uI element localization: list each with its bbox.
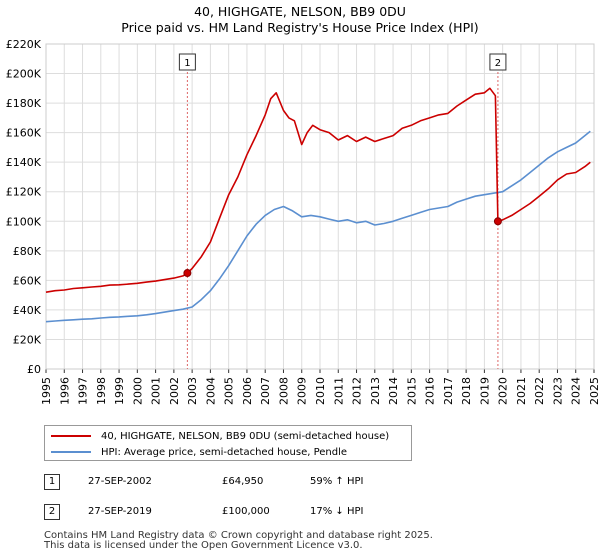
legend-label-property: 40, HIGHGATE, NELSON, BB9 0DU (semi-deta… [101,430,390,442]
chart-title-block: 40, HIGHGATE, NELSON, BB9 0DU Price paid… [0,4,600,36]
chart-legend: 40, HIGHGATE, NELSON, BB9 0DU (semi-deta… [44,425,412,461]
y-tick-label: £80K [13,245,42,258]
footer-license: This data is licensed under the Open Gov… [44,540,363,551]
x-tick-label: 1999 [113,377,126,405]
x-tick-label: 2010 [314,377,327,405]
x-tick-label: 2014 [387,377,400,405]
transaction-point [493,217,502,226]
legend-swatch-hpi [51,451,91,453]
x-tick-label: 2011 [332,377,345,405]
x-tick-label: 2004 [204,377,217,405]
chart-title: 40, HIGHGATE, NELSON, BB9 0DU [194,4,406,19]
x-tick-label: 1995 [40,377,53,405]
transaction-point [183,269,192,278]
y-tick-label: £200K [6,68,42,81]
x-tick-label: 2019 [478,377,491,405]
transaction-hpi-change: 59% ↑ HPI [310,476,364,487]
transaction-hpi-change: 17% ↓ HPI [310,506,364,517]
x-tick-label: 2012 [351,377,364,405]
transaction-number-badge: 2 [44,504,60,520]
transaction-row: 2 27-SEP-2019 £100,000 17% ↓ HPI [44,504,444,522]
y-tick-label: £180K [6,97,42,110]
x-tick-label: 2025 [588,377,600,405]
x-tick-label: 2005 [223,377,236,405]
legend-label-hpi: HPI: Average price, semi-detached house,… [101,446,348,458]
y-tick-label: £100K [6,215,42,228]
property-price-line [45,87,591,293]
price-chart: £0 £20K £40K £60K £80K £100K £120K £140K £160K £1… [6,38,600,405]
x-tick-label: 1996 [58,377,71,405]
chart-subtitle: Price paid vs. HM Land Registry's House … [121,20,479,35]
plot-area-border [45,43,595,370]
x-tick-label: 2016 [424,377,437,405]
x-tick-label: 2013 [369,377,382,405]
transaction-price: £100,000 [222,506,270,517]
transaction-date: 27-SEP-2019 [88,506,152,517]
x-tick-label: 2009 [296,377,309,405]
x-tick-label: 2007 [259,377,272,405]
transaction-price: £64,950 [222,476,264,487]
transaction-marker-label: 2 [495,58,501,69]
y-tick-label: £0 [27,363,41,376]
y-tick-label: £140K [6,156,42,169]
x-tick-label: 2006 [241,377,254,405]
transaction-number-badge: 1 [44,474,60,490]
x-tick-label: 2001 [150,377,163,405]
x-tick-label: 2023 [551,377,564,405]
legend-swatch-property [51,435,91,437]
legend-item-hpi: HPI: Average price, semi-detached house,… [51,445,347,459]
transaction-marker-box [489,53,507,71]
y-tick-label: £20K [13,333,42,346]
y-tick-label: £220K [6,38,42,51]
x-tick-label: 2021 [515,377,528,405]
x-tick-label: 2022 [533,377,546,405]
transaction-marker-label: 1 [184,58,190,69]
x-tick-label: 2015 [405,377,418,405]
transaction-marker-box [178,53,196,71]
legend-item-property: 40, HIGHGATE, NELSON, BB9 0DU (semi-deta… [51,429,389,443]
x-tick-label: 2024 [570,377,583,405]
footer: Contains HM Land Registry data © Crown c… [44,531,433,551]
footer-copyright: Contains HM Land Registry data © Crown c… [44,530,433,541]
transaction-date: 27-SEP-2002 [88,476,152,487]
x-tick-label: 2008 [277,377,290,405]
y-tick-label: £120K [6,186,42,199]
transaction-row: 1 27-SEP-2002 £64,950 59% ↑ HPI [44,474,444,492]
x-tick-label: 2017 [442,377,455,405]
y-tick-label: £60K [13,274,42,287]
x-tick-label: 2002 [168,377,181,405]
hpi-line [45,130,591,323]
x-tick-label: 2000 [131,377,144,405]
x-tick-label: 1998 [95,377,108,405]
x-tick-label: 1997 [77,377,90,405]
y-tick-label: £40K [13,304,42,317]
x-tick-label: 2003 [186,377,199,405]
x-tick-label: 2018 [460,377,473,405]
y-tick-label: £160K [6,127,42,140]
x-tick-label: 2020 [497,377,510,405]
